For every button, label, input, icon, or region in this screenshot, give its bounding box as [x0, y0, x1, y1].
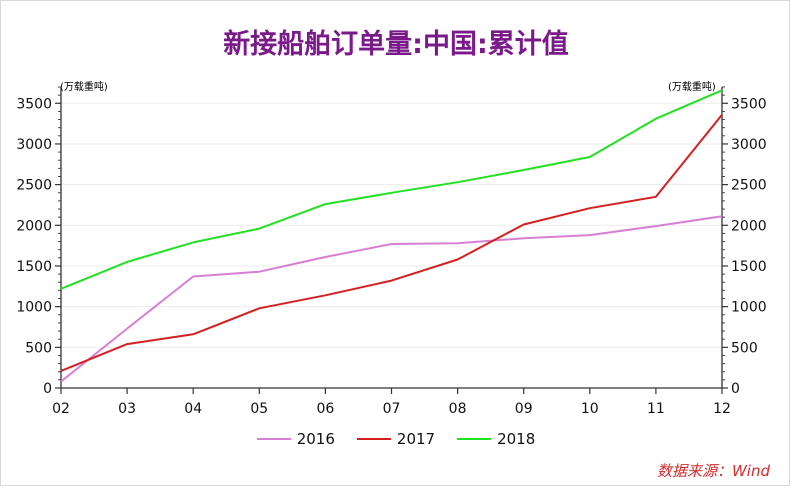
- right-tick-label: 0: [731, 381, 740, 397]
- right-tick-label: 1000: [731, 300, 767, 316]
- left-tick-label: 1000: [16, 300, 52, 316]
- left-tick-label: 3500: [16, 96, 52, 112]
- x-tick-label: 12: [713, 401, 731, 417]
- x-tick-label: 02: [52, 401, 70, 417]
- right-tick-label: 1500: [731, 259, 767, 275]
- legend-label-2018: 2018: [497, 430, 536, 448]
- x-tick-label: 03: [118, 401, 136, 417]
- left-tick-label: 2000: [16, 218, 52, 234]
- left-tick-label: 3000: [16, 137, 52, 153]
- legend-label-2017: 2017: [396, 430, 436, 448]
- series-line-2018: [60, 89, 723, 290]
- left-axis-unit: (万载重吨): [60, 82, 108, 93]
- right-tick-label: 3000: [731, 137, 767, 153]
- left-tick-label: 500: [25, 340, 52, 356]
- legend-label-2016: 2016: [296, 430, 335, 448]
- legend: 2016 2017 2018: [0, 430, 792, 448]
- x-tick-label: 10: [581, 401, 599, 417]
- left-tick-label: 2500: [16, 178, 52, 194]
- legend-swatch-2018: [457, 438, 492, 440]
- legend-item-2018: 2018: [457, 430, 535, 448]
- series-line-2017: [60, 114, 723, 372]
- x-tick-label: 06: [316, 401, 334, 417]
- right-tick-label: 3500: [731, 96, 767, 112]
- right-axis-unit: (万载重吨): [668, 82, 716, 93]
- chart-title: 新接船舶订单量:中国:累计值: [223, 29, 569, 60]
- legend-item-2016: 2016: [256, 430, 335, 448]
- source-note: 数据来源：Wind: [656, 462, 770, 480]
- right-tick-label: 2500: [731, 178, 767, 194]
- legend-swatch-2017: [356, 438, 391, 440]
- series-line-2016: [60, 215, 723, 383]
- x-tick-label: 04: [184, 401, 202, 417]
- x-tick-label: 09: [515, 401, 533, 417]
- left-tick-label: 1500: [16, 259, 52, 275]
- right-tick-label: 500: [731, 340, 758, 356]
- legend-swatch-2016: [256, 438, 291, 440]
- left-tick-label: 0: [43, 381, 52, 397]
- x-tick-label: 11: [647, 401, 665, 417]
- legend-item-2017: 2017: [356, 430, 436, 448]
- x-tick-label: 05: [250, 401, 268, 417]
- x-tick-label: 07: [383, 401, 401, 417]
- x-tick-label: 08: [449, 401, 467, 417]
- right-tick-label: 2000: [731, 218, 767, 234]
